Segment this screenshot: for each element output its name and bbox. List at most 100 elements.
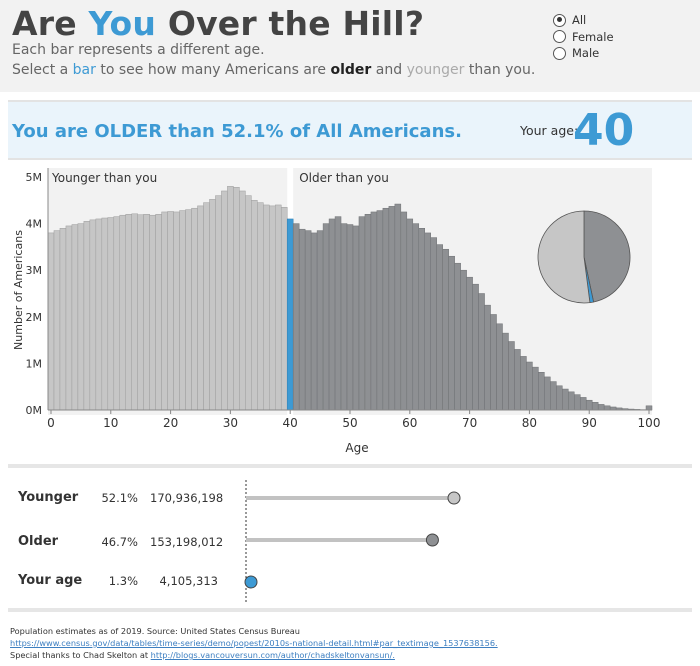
- bar-age-92[interactable]: [597, 404, 605, 411]
- bar-age-83[interactable]: [544, 376, 551, 411]
- bar-age-10[interactable]: [107, 217, 115, 411]
- bar-age-31[interactable]: [233, 187, 240, 411]
- bar-age-77[interactable]: [508, 341, 515, 411]
- bar-age-73[interactable]: [484, 304, 491, 411]
- bar-age-82[interactable]: [538, 372, 545, 411]
- radio-male-indicator[interactable]: [553, 46, 566, 60]
- bar-age-74[interactable]: [490, 314, 497, 411]
- bar-age-14[interactable]: [131, 213, 138, 411]
- radio-female[interactable]: Female: [553, 29, 614, 46]
- bar-age-26[interactable]: [203, 202, 210, 411]
- bar-age-4[interactable]: [71, 224, 79, 411]
- bar-age-21[interactable]: [173, 211, 180, 411]
- bar-age-50[interactable]: [346, 224, 354, 411]
- bar-age-55[interactable]: [376, 210, 384, 411]
- bar-age-42[interactable]: [298, 228, 306, 411]
- bar-age-6[interactable]: [83, 221, 91, 411]
- bar-age-71[interactable]: [472, 283, 479, 411]
- bar-age-87[interactable]: [568, 391, 575, 411]
- bar-age-41[interactable]: [292, 223, 300, 411]
- bar-age-53[interactable]: [364, 214, 372, 411]
- bar-age-11[interactable]: [113, 216, 121, 411]
- bar-age-81[interactable]: [532, 366, 539, 411]
- bar-age-30[interactable]: [227, 186, 234, 411]
- bar-age-47[interactable]: [328, 218, 336, 411]
- bar-age-62[interactable]: [418, 228, 425, 411]
- bar-age-23[interactable]: [185, 209, 192, 411]
- bar-age-37[interactable]: [269, 205, 276, 411]
- bar-age-32[interactable]: [239, 190, 246, 411]
- bar-age-22[interactable]: [179, 210, 186, 411]
- bar-age-85[interactable]: [556, 385, 563, 411]
- bar-age-52[interactable]: [358, 216, 366, 411]
- bar-age-38[interactable]: [275, 204, 282, 411]
- bar-age-75[interactable]: [496, 323, 503, 411]
- bar-age-12[interactable]: [119, 214, 126, 411]
- bar-age-68[interactable]: [454, 262, 461, 411]
- bar-age-54[interactable]: [370, 211, 378, 411]
- bar-age-58[interactable]: [394, 203, 402, 411]
- bar-age-46[interactable]: [322, 223, 330, 411]
- bar-age-35[interactable]: [257, 202, 264, 411]
- radio-all[interactable]: All: [553, 12, 614, 29]
- bar-age-27[interactable]: [209, 199, 216, 411]
- bar-age-5[interactable]: [77, 223, 85, 411]
- bar-age-39[interactable]: [280, 207, 288, 411]
- bar-age-49[interactable]: [340, 223, 348, 411]
- bar-age-16[interactable]: [143, 214, 150, 411]
- radio-male[interactable]: Male: [553, 45, 614, 62]
- bar-age-93[interactable]: [603, 405, 611, 411]
- bar-age-61[interactable]: [412, 223, 420, 411]
- bar-age-29[interactable]: [221, 190, 228, 411]
- radio-all-indicator[interactable]: [553, 13, 566, 27]
- bar-age-20[interactable]: [167, 211, 174, 411]
- bar-age-34[interactable]: [251, 200, 258, 411]
- bar-age-15[interactable]: [137, 214, 144, 411]
- bar-age-57[interactable]: [388, 206, 396, 411]
- bar-age-0[interactable]: [47, 232, 55, 411]
- bar-age-86[interactable]: [562, 388, 569, 411]
- bar-age-18[interactable]: [155, 214, 162, 411]
- bar-age-19[interactable]: [161, 211, 168, 411]
- bar-age-7[interactable]: [89, 219, 97, 411]
- bar-age-48[interactable]: [334, 216, 342, 411]
- bar-age-67[interactable]: [448, 255, 455, 411]
- bar-age-70[interactable]: [466, 276, 473, 411]
- bar-age-2[interactable]: [59, 228, 67, 411]
- bar-age-9[interactable]: [101, 217, 109, 411]
- bar-age-79[interactable]: [520, 356, 527, 411]
- bar-age-25[interactable]: [197, 205, 204, 411]
- radio-female-indicator[interactable]: [553, 30, 566, 44]
- bar-age-44[interactable]: [310, 232, 318, 411]
- bar-age-72[interactable]: [478, 293, 485, 411]
- bar-age-65[interactable]: [436, 244, 443, 411]
- bar-age-88[interactable]: [574, 394, 581, 411]
- bar-age-1[interactable]: [53, 230, 61, 411]
- bar-age-24[interactable]: [191, 207, 198, 411]
- bar-age-40[interactable]: [286, 218, 294, 411]
- bar-age-91[interactable]: [591, 402, 599, 411]
- bar-age-8[interactable]: [95, 218, 103, 411]
- bar-age-36[interactable]: [263, 204, 270, 411]
- bar-age-45[interactable]: [316, 230, 324, 411]
- bar-age-80[interactable]: [526, 361, 533, 411]
- bar-age-66[interactable]: [442, 248, 449, 411]
- bar-age-76[interactable]: [502, 332, 509, 411]
- bar-age-69[interactable]: [460, 269, 467, 411]
- bar-age-33[interactable]: [245, 195, 252, 411]
- bar-age-28[interactable]: [215, 195, 222, 411]
- bar-age-63[interactable]: [424, 232, 431, 411]
- bar-age-3[interactable]: [65, 225, 73, 411]
- census-link[interactable]: https://www.census.gov/data/tables/time-…: [10, 638, 498, 648]
- bar-age-89[interactable]: [579, 397, 587, 411]
- bar-age-13[interactable]: [125, 214, 132, 411]
- bar-age-64[interactable]: [430, 237, 437, 411]
- bar-age-84[interactable]: [550, 381, 557, 411]
- bar-age-100[interactable]: [645, 405, 653, 411]
- bar-age-59[interactable]: [400, 211, 408, 411]
- bar-age-56[interactable]: [382, 207, 390, 411]
- bar-age-17[interactable]: [149, 214, 156, 411]
- bar-age-78[interactable]: [514, 349, 521, 411]
- bar-age-43[interactable]: [304, 230, 312, 411]
- vancouversun-link[interactable]: http://blogs.vancouversun.com/author/cha…: [150, 650, 395, 660]
